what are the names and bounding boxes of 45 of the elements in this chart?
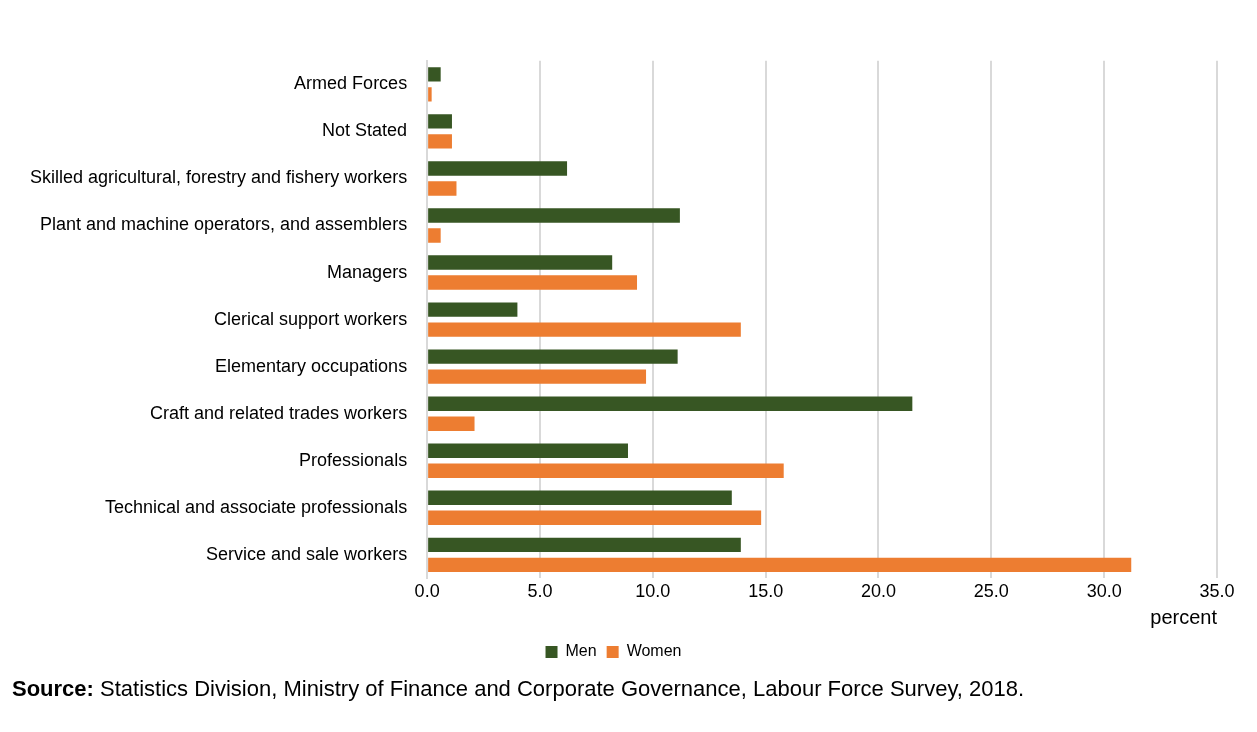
x-tick-label: 20.0 bbox=[860, 581, 897, 602]
x-tick-label: 0.0 bbox=[414, 581, 440, 602]
y-tick-label: Not Stated bbox=[322, 120, 408, 141]
y-tick-label: Service and sale workers bbox=[206, 543, 408, 564]
bar bbox=[428, 490, 732, 506]
y-tick-label: Plant and machine operators, and assemblers bbox=[39, 214, 408, 235]
bar bbox=[428, 510, 762, 526]
bar bbox=[428, 557, 1132, 573]
x-tick-label: 5.0 bbox=[527, 581, 553, 602]
bar bbox=[428, 134, 452, 149]
bar bbox=[428, 67, 441, 82]
x-tick-label: 10.0 bbox=[635, 581, 671, 602]
x-tick-label: 25.0 bbox=[973, 581, 1009, 602]
y-tick-label: Clerical support workers bbox=[214, 308, 408, 329]
bar bbox=[428, 369, 647, 384]
legend-label: Men bbox=[565, 642, 597, 660]
bar bbox=[428, 228, 441, 243]
y-tick-label: Professionals bbox=[299, 449, 408, 470]
bar bbox=[428, 87, 432, 102]
y-tick-label: Armed Forces bbox=[294, 73, 408, 94]
bar bbox=[428, 463, 784, 478]
legend-label: Women bbox=[626, 642, 682, 660]
bar bbox=[428, 416, 475, 431]
x-tick-label: 15.0 bbox=[748, 581, 784, 602]
y-tick-label: Skilled agricultural, forestry and fishery workers bbox=[30, 167, 408, 188]
x-tick-label: 30.0 bbox=[1086, 581, 1122, 602]
source-note: Source: Statistics Division, Ministry of Finance and Corporate Governance, Labour Force Survey, 2018. bbox=[12, 676, 1025, 702]
x-axis-title: percent bbox=[1150, 605, 1218, 628]
bar bbox=[428, 161, 568, 176]
bar bbox=[428, 275, 638, 290]
x-tick-label: 35.0 bbox=[1199, 581, 1235, 602]
bar bbox=[428, 255, 613, 270]
y-tick-label: Technical and associate professionals bbox=[104, 496, 408, 517]
y-tick-label: Managers bbox=[327, 261, 408, 282]
bar bbox=[428, 181, 457, 196]
bar bbox=[428, 302, 518, 317]
bar bbox=[428, 322, 741, 337]
y-tick-label: Craft and related trades workers bbox=[150, 402, 408, 423]
bar bbox=[428, 114, 452, 129]
bar bbox=[428, 537, 741, 553]
y-tick-label: Elementary occupations bbox=[215, 355, 408, 376]
bar bbox=[428, 443, 628, 458]
bar bbox=[428, 208, 680, 223]
bar bbox=[428, 396, 913, 411]
bar bbox=[428, 349, 678, 364]
